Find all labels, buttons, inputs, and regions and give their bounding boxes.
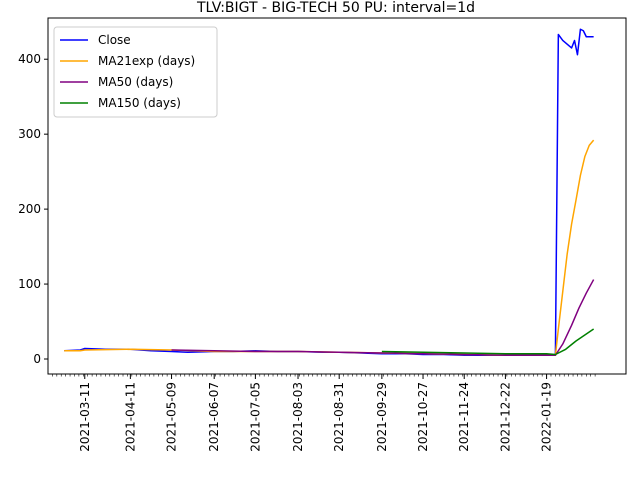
legend-box bbox=[53, 26, 218, 118]
legend: Close MA21exp (days) MA50 (days) MA150 (day… bbox=[53, 26, 218, 118]
y-tick-label: 0 bbox=[33, 352, 41, 366]
x-tick-label: 2021-05-09 bbox=[165, 382, 179, 452]
x-tick-label: 2021-09-29 bbox=[375, 382, 389, 452]
legend-label-1: MA21exp (days) bbox=[98, 54, 195, 68]
x-tick-label: 2021-04-11 bbox=[123, 382, 137, 452]
x-tick-label: 2022-01-19 bbox=[540, 382, 554, 452]
x-tick-label: 2021-07-05 bbox=[248, 382, 262, 452]
series-layer bbox=[64, 28, 595, 357]
series-line-2 bbox=[171, 279, 595, 357]
series-line-1 bbox=[64, 139, 595, 357]
y-tick-label: 400 bbox=[18, 52, 41, 66]
legend-label-0: Close bbox=[98, 33, 131, 47]
chart-title: TLV:BIGT - BIG-TECH 50 PU: interval=1d bbox=[196, 0, 475, 16]
x-tick-label: 2021-08-03 bbox=[291, 382, 305, 452]
y-tick-label: 200 bbox=[18, 202, 41, 216]
legend-label-3: MA150 (days) bbox=[98, 96, 181, 110]
y-axis: 0 100 200 300 400 bbox=[18, 52, 48, 366]
y-tick-label: 100 bbox=[18, 277, 41, 291]
plot-frame bbox=[47, 17, 627, 375]
x-tick-label: 2021-12-22 bbox=[498, 382, 512, 452]
x-tick-label: 2021-03-11 bbox=[78, 382, 92, 452]
legend-label-2: MA50 (days) bbox=[98, 75, 173, 89]
x-tick-label: 2021-06-07 bbox=[207, 382, 221, 452]
x-tick-label: 2021-10-27 bbox=[416, 382, 430, 452]
series-line-3 bbox=[381, 328, 595, 356]
x-tick-label: 2021-11-24 bbox=[457, 382, 471, 452]
x-tick-label: 2021-08-31 bbox=[332, 382, 346, 452]
x-axis: 2021-03-11 2021-04-11 2021-05-09 2021-06-07… bbox=[52, 374, 596, 452]
y-tick-label: 300 bbox=[18, 127, 41, 141]
